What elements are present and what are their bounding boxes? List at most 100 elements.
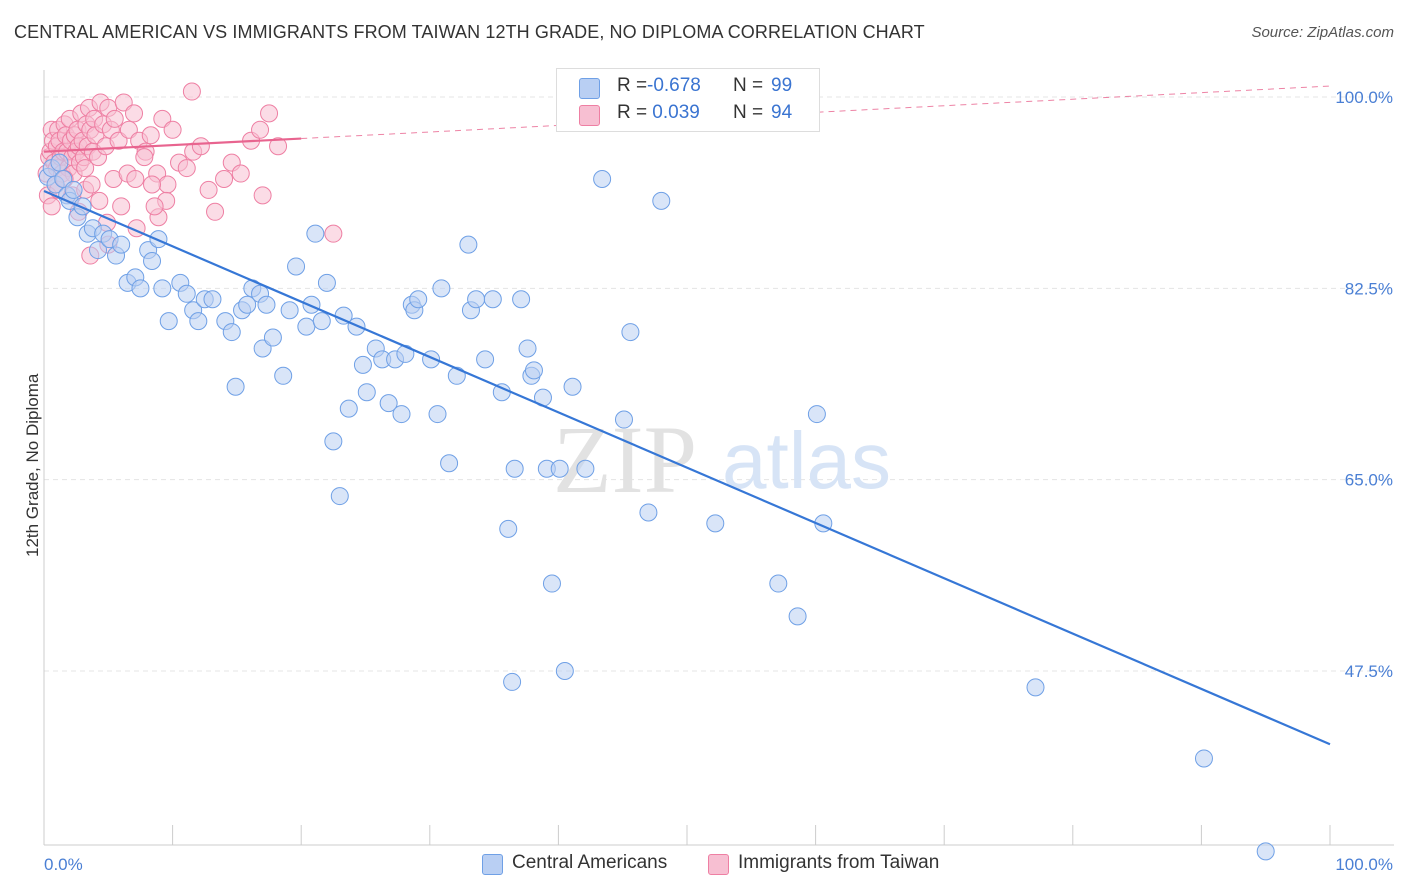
data-point — [145, 197, 164, 216]
data-point — [253, 186, 272, 205]
data-point — [251, 120, 270, 139]
trend-line-immigrants-from-taiwan — [43, 137, 302, 153]
data-point — [524, 361, 543, 380]
data-point — [238, 295, 257, 314]
data-point — [177, 159, 196, 178]
data-point — [191, 137, 210, 156]
data-point — [82, 175, 101, 194]
x-tick-label: 0.0% — [44, 855, 83, 874]
data-point — [353, 355, 372, 374]
data-point — [432, 279, 451, 298]
y-tick-label: 100.0% — [1335, 88, 1393, 107]
data-point — [324, 432, 343, 451]
axes — [43, 70, 1394, 846]
data-point — [126, 170, 145, 188]
data-point — [576, 459, 595, 478]
data-point — [476, 350, 495, 369]
data-point — [42, 197, 61, 216]
data-point — [222, 323, 241, 342]
data-point — [269, 137, 288, 156]
data-point — [73, 197, 92, 216]
data-point — [206, 202, 225, 221]
data-point — [189, 312, 208, 331]
source-label: Source: ZipAtlas.com — [1251, 24, 1394, 41]
data-point — [550, 459, 569, 478]
data-point — [177, 284, 196, 303]
data-point — [379, 394, 398, 413]
data-point — [1026, 678, 1045, 697]
data-point — [652, 191, 671, 210]
data-point — [131, 279, 150, 298]
data-point — [263, 328, 282, 347]
data-point — [125, 104, 144, 123]
data-point — [257, 295, 276, 314]
legend-r-label: R = — [617, 102, 653, 123]
data-point — [158, 175, 177, 194]
legend-n-value: 99 — [771, 75, 793, 96]
trend-line-central-americans — [43, 190, 1331, 746]
data-point — [312, 312, 331, 331]
legend-swatch-pink — [579, 105, 600, 126]
data-point — [306, 224, 325, 243]
data-point — [499, 519, 518, 538]
data-point — [483, 290, 502, 309]
data-point — [505, 459, 524, 478]
legend-swatch-blue — [579, 78, 600, 99]
data-point — [621, 323, 640, 342]
legend-r-label: R = — [617, 75, 653, 96]
data-point — [141, 126, 160, 145]
data-point — [114, 93, 133, 112]
data-point — [215, 170, 234, 188]
data-point — [159, 312, 178, 331]
data-point — [392, 405, 411, 424]
data-point — [409, 290, 428, 309]
data-point — [182, 82, 201, 101]
data-point — [163, 120, 182, 139]
data-point — [112, 235, 131, 254]
data-point — [357, 383, 376, 402]
legend-n-value: 94 — [771, 102, 793, 123]
legend-swatch-blue — [482, 854, 503, 875]
data-point — [199, 180, 218, 199]
legend-r-value: 0.039 — [647, 102, 700, 123]
trend-lines — [43, 85, 1331, 746]
data-point — [226, 377, 245, 396]
data-point — [555, 662, 574, 680]
series-central-americans — [38, 153, 1275, 861]
data-point — [459, 235, 478, 254]
data-point — [467, 290, 486, 309]
data-point — [428, 405, 447, 424]
data-point — [90, 191, 109, 210]
data-point — [317, 273, 336, 292]
data-point — [769, 574, 788, 593]
data-point — [614, 410, 633, 429]
legend-n-label: N = — [733, 102, 769, 123]
data-point — [143, 175, 162, 194]
data-point — [143, 252, 162, 270]
data-point — [112, 197, 131, 216]
data-point — [788, 607, 807, 626]
data-point — [253, 339, 272, 358]
data-point — [330, 487, 349, 506]
data-point — [807, 405, 826, 424]
correlation-legend: R = -0.678 N = 99 R = 0.039 N = 94 — [556, 68, 820, 132]
data-point — [440, 454, 459, 473]
legend-label: Central Americans — [512, 852, 668, 873]
legend-r-value: -0.678 — [647, 75, 701, 96]
data-point — [119, 120, 138, 139]
trend-line-immigrants-from-taiwan-extension — [301, 85, 1331, 140]
data-point — [105, 109, 124, 128]
data-point — [89, 241, 108, 260]
y-tick-label: 65.0% — [1345, 471, 1393, 490]
data-point — [280, 301, 299, 320]
data-point — [339, 399, 358, 418]
legend-swatch-pink — [708, 854, 729, 875]
data-point — [518, 339, 537, 358]
data-point — [76, 159, 95, 178]
x-tick-label: 100.0% — [1335, 855, 1393, 874]
data-point — [1256, 842, 1275, 861]
series-legend: Central Americans Immigrants from Taiwan — [0, 852, 1406, 878]
y-tick-label: 47.5% — [1345, 662, 1393, 681]
data-point — [706, 514, 725, 533]
